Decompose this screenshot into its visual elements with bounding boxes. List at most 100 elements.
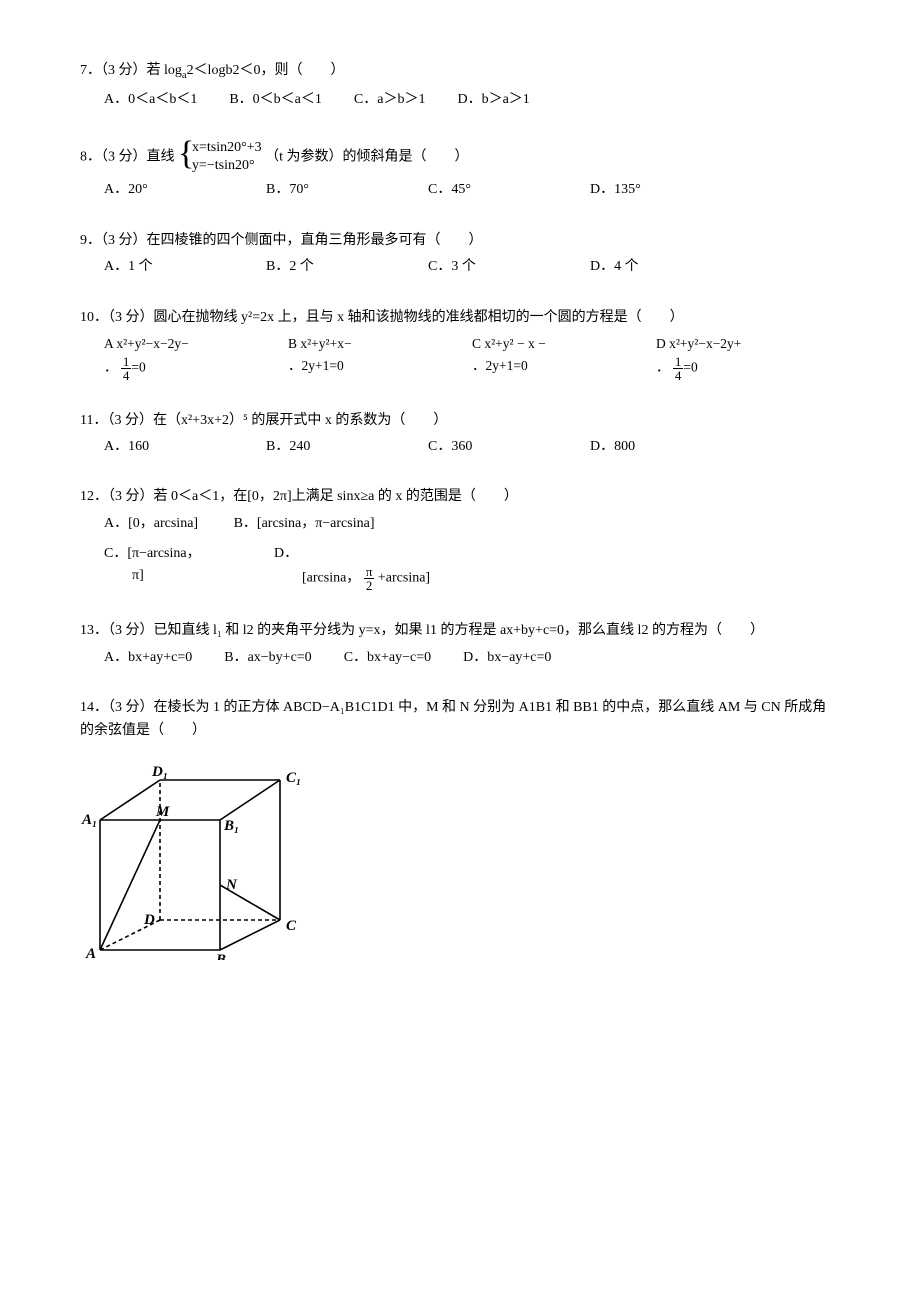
q10d-frac-den: 4 <box>673 369 684 382</box>
svg-text:D₁: D₁ <box>151 764 168 780</box>
q10a-frac-den: 4 <box>121 369 132 382</box>
q10c-top: C x²+y² − x − <box>472 336 546 351</box>
q10c-mid: ．2y+1=0 <box>472 358 528 373</box>
q8-opt-d[interactable]: D．135° <box>590 179 641 201</box>
q10b-mid: ．2y+1=0 <box>288 358 344 373</box>
q9-options: A．1 个 B．2 个 C．3 个 D．4 个 <box>80 256 840 278</box>
q10-opt-a-line2: ． 1 4 =0 <box>104 355 288 382</box>
q9-stem: 9．（3 分）在四棱锥的四个侧面中，直角三角形最多可有（ ） <box>80 230 840 252</box>
q9-opt-c[interactable]: C．3 个 <box>428 256 558 278</box>
question-13: 13．（3 分）已知直线 l₁ 和 l2 的夹角平分线为 y=x，如果 l1 的… <box>80 620 840 669</box>
q8-stem-prefix: 8．（3 分）直线 <box>80 149 178 164</box>
svg-text:C: C <box>286 918 297 934</box>
q10a-top: A x²+y²−x−2y− <box>104 336 189 351</box>
q7-opt-d[interactable]: D．b＞a＞1 <box>457 89 529 111</box>
q12d-frac-den: 2 <box>364 579 375 592</box>
question-9: 9．（3 分）在四棱锥的四个侧面中，直角三角形最多可有（ ） A．1 个 B．2… <box>80 230 840 279</box>
q10-opt-c[interactable]: C x²+y² − x − <box>472 333 656 355</box>
svg-text:D: D <box>143 912 155 928</box>
q13-opt-d[interactable]: D．bx−ay+c=0 <box>463 647 551 669</box>
q8-sys-line1: x=tsin20°+3 <box>192 139 262 157</box>
q8-stem-suffix: （t 为参数）的倾斜角是（ ） <box>265 149 468 164</box>
q13-opt-b[interactable]: B．ax−by+c=0 <box>224 647 311 669</box>
q12-opt-c[interactable]: C．[π−arcsina， π] <box>104 543 274 592</box>
q10a-mid: ． <box>104 359 118 374</box>
q13-stem: 13．（3 分）已知直线 l₁ 和 l2 的夹角平分线为 y=x，如果 l1 的… <box>80 620 840 642</box>
q8-options: A．20° B．70° C．45° D．135° <box>80 179 840 201</box>
q10-stem: 10．（3 分）圆心在抛物线 y²=2x 上，且与 x 轴和该抛物线的准线都相切… <box>80 307 840 329</box>
q7-stem-mid: 2＜logb2＜0，则（ ） <box>187 63 345 78</box>
q11-stem: 11．（3 分）在（x²+3x+2）⁵ 的展开式中 x 的系数为（ ） <box>80 410 840 432</box>
svg-text:C₁: C₁ <box>286 770 300 786</box>
q10b-top-tail: − <box>344 336 352 351</box>
svg-text:B: B <box>215 952 226 960</box>
question-12: 12．（3 分）若 0＜a＜1，在[0，2π]上满足 sinx≥a 的 x 的范… <box>80 486 840 592</box>
q10b-top: B x²+y²+x <box>288 336 344 351</box>
q7-opt-b[interactable]: B．0＜b＜a＜1 <box>229 89 322 111</box>
q8-opt-b[interactable]: B．70° <box>266 179 396 201</box>
question-14: 14．（3 分）在棱长为 1 的正方体 ABCD−A₁B1C1D1 中，M 和 … <box>80 697 840 968</box>
question-10: 10．（3 分）圆心在抛物线 y²=2x 上，且与 x 轴和该抛物线的准线都相切… <box>80 307 840 382</box>
svg-text:A: A <box>85 946 96 960</box>
q10d-frac: 1 4 <box>673 355 684 382</box>
q10-opt-b[interactable]: B x²+y²+x− <box>288 333 472 355</box>
q13-opt-c[interactable]: C．bx+ay−c=0 <box>344 647 431 669</box>
question-11: 11．（3 分）在（x²+3x+2）⁵ 的展开式中 x 的系数为（ ） A．16… <box>80 410 840 459</box>
q7-stem-prefix: 7．（3 分）若 log <box>80 63 182 78</box>
q12-options: A．[0，arcsina] B．[arcsina，π−arcsina] C．[π… <box>80 513 840 593</box>
q10d-frac-num: 1 <box>673 355 684 369</box>
q10-opt-d[interactable]: D x²+y²−x−2y+ <box>656 333 840 355</box>
q10-opt-c-line2: ．2y+1=0 <box>472 355 656 382</box>
q14-cube-diagram: A B C D A₁ B₁ C₁ D₁ M N <box>80 750 840 968</box>
q8-opt-a[interactable]: A．20° <box>104 179 234 201</box>
q10d-mid: ． <box>656 359 670 374</box>
q10a-frac: 1 4 <box>121 355 132 382</box>
brace-icon: { <box>178 137 194 177</box>
q7-options: A．0＜a＜b＜1 B．0＜b＜a＜1 C．a＞b＞1 D．b＞a＞1 <box>80 89 840 111</box>
q13-opt-a[interactable]: A．bx+ay+c=0 <box>104 647 192 669</box>
q12-opt-a[interactable]: A．[0，arcsina] <box>104 516 198 531</box>
q14-stem: 14．（3 分）在棱长为 1 的正方体 ABCD−A₁B1C1D1 中，M 和 … <box>80 697 840 742</box>
q12d-l1: D． <box>274 543 430 565</box>
q12-stem: 12．（3 分）若 0＜a＜1，在[0，2π]上满足 sinx≥a 的 x 的范… <box>80 486 840 508</box>
svg-text:N: N <box>225 877 238 893</box>
q11-options: A．160 B．240 C．360 D．800 <box>80 436 840 458</box>
svg-text:B₁: B₁ <box>223 818 239 834</box>
q7-stem: 7．（3 分）若 loga2＜logb2＜0，则（ ） <box>80 60 840 85</box>
q12c-l2: π] <box>104 565 274 587</box>
q9-opt-b[interactable]: B．2 个 <box>266 256 396 278</box>
q7-opt-c[interactable]: C．a＞b＞1 <box>354 89 426 111</box>
question-8: 8．（3 分）直线 { x=tsin20°+3 y=−tsin20° （t 为参… <box>80 139 840 202</box>
q10-options: A x²+y²−x−2y− B x²+y²+x− C x²+y² − x − D… <box>80 333 840 382</box>
q10-opt-d-line2: ． 1 4 =0 <box>656 355 840 382</box>
q12-opt-b[interactable]: B．[arcsina，π−arcsina] <box>234 516 375 531</box>
q12d-l2b: +arcsina] <box>378 571 430 586</box>
svg-text:M: M <box>155 804 170 820</box>
q11-opt-c[interactable]: C．360 <box>428 436 558 458</box>
q13-options: A．bx+ay+c=0 B．ax−by+c=0 C．bx+ay−c=0 D．bx… <box>80 647 840 669</box>
q11-opt-b[interactable]: B．240 <box>266 436 396 458</box>
q12d-frac: π 2 <box>364 565 375 592</box>
q7-opt-a[interactable]: A．0＜a＜b＜1 <box>104 89 197 111</box>
q10a-frac-num: 1 <box>121 355 132 369</box>
q11-opt-d[interactable]: D．800 <box>590 436 635 458</box>
q10-opt-a[interactable]: A x²+y²−x−2y− <box>104 333 288 355</box>
q12c-l1: C．[π−arcsina， <box>104 543 274 565</box>
q12d-l2a: [arcsina， <box>302 571 360 586</box>
q8-sys-line2: y=−tsin20° <box>192 157 262 175</box>
q8-opt-c[interactable]: C．45° <box>428 179 558 201</box>
q10a-tail: =0 <box>131 359 145 374</box>
q9-opt-d[interactable]: D．4 个 <box>590 256 639 278</box>
cube-svg-icon: A B C D A₁ B₁ C₁ D₁ M N <box>80 750 300 960</box>
q10d-tail: =0 <box>683 359 697 374</box>
q8-stem: 8．（3 分）直线 { x=tsin20°+3 y=−tsin20° （t 为参… <box>80 139 840 175</box>
q12-opt-d[interactable]: D． [arcsina， π 2 +arcsina] <box>274 543 430 592</box>
svg-text:A₁: A₁ <box>81 812 97 828</box>
q9-opt-a[interactable]: A．1 个 <box>104 256 234 278</box>
q10d-top: D x²+y²−x−2y+ <box>656 336 741 351</box>
q8-system: { x=tsin20°+3 y=−tsin20° <box>178 139 262 175</box>
question-7: 7．（3 分）若 loga2＜logb2＜0，则（ ） A．0＜a＜b＜1 B．… <box>80 60 840 111</box>
q11-opt-a[interactable]: A．160 <box>104 436 234 458</box>
q10-opt-b-line2: ．2y+1=0 <box>288 355 472 382</box>
q12d-frac-num: π <box>364 565 375 579</box>
